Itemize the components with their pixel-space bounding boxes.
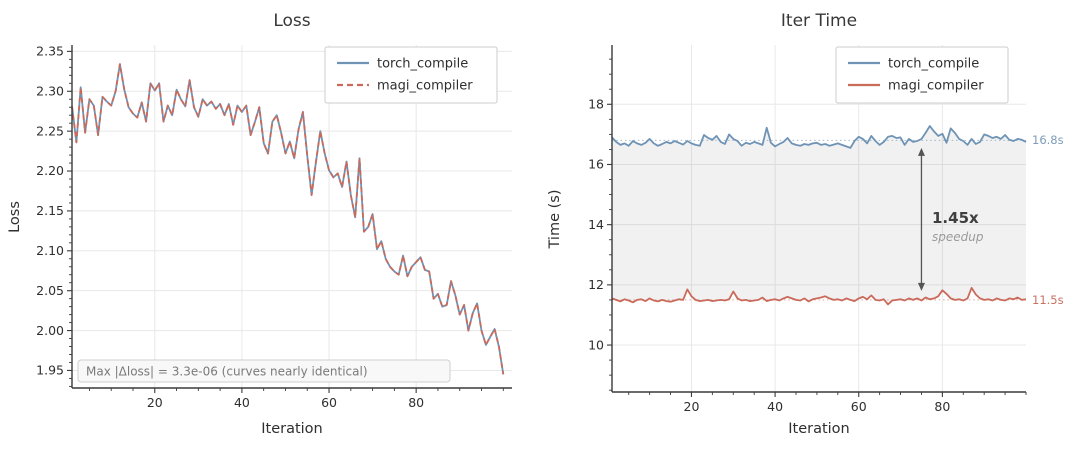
y-tick-label: 2.05: [36, 283, 64, 298]
x-tick-label: 40: [234, 395, 250, 410]
x-tick-label: 60: [851, 399, 867, 414]
y-tick-label: 1.95: [36, 363, 64, 378]
series-torch_compile: [611, 125, 1027, 149]
loss-x-axis-label: Iteration: [261, 421, 323, 437]
speedup-band: [612, 126, 1026, 305]
iter-time-plot-area: 20 40 60 80 10 12 14 16 18: [588, 45, 1027, 414]
loss-legend: torch_compile magi_compiler: [324, 46, 498, 104]
mean-label-torch: 16.8s: [1032, 133, 1064, 147]
legend-label-magi: magi_compiler: [888, 79, 984, 94]
y-tick-label: 2.00: [36, 323, 64, 338]
speedup-label: speedup: [932, 230, 984, 244]
speedup-annotation: 1.45x speedup: [932, 209, 984, 244]
loss-y-axis-label: Loss: [7, 201, 23, 233]
annotation-text: Max |Δloss| = 3.3e-06 (curves nearly ide…: [86, 365, 368, 379]
iter-time-chart: 20 40 60 80 10 12 14 16 18 Iter Time Iteration T…: [547, 11, 1064, 437]
iter-time-legend: torch_compile magi_compiler: [835, 46, 1009, 104]
series-magi_compiler: [611, 286, 1027, 306]
loss-chart: 20 40 60 80 1.95 2.00 2.05 2.10 2.15 2.20 2.25 2.30…: [7, 11, 512, 437]
iter-time-chart-title: Iter Time: [781, 11, 857, 31]
annotation-frame: [77, 359, 451, 383]
y-tick-label: 2.10: [36, 243, 64, 258]
iter-time-x-axis-label: Iteration: [788, 421, 850, 437]
legend-label-torch: torch_compile: [888, 57, 979, 72]
x-tick-label: 20: [147, 395, 163, 410]
speedup-value: 1.45x: [932, 209, 979, 227]
y-tick-label: 14: [588, 217, 604, 232]
x-tick-label: 40: [767, 399, 783, 414]
iter-time-y-axis-label: Time (s): [547, 190, 563, 250]
series-torch_compile: [71, 63, 505, 375]
y-tick-label: 2.20: [36, 163, 64, 178]
speedup-arrowhead-bottom: [917, 282, 925, 291]
series-magi_compiler: [71, 63, 505, 375]
x-tick-label: 80: [934, 399, 950, 414]
y-tick-label: 10: [588, 337, 604, 352]
legend-frame: [835, 46, 1009, 104]
loss-plot-area: 20 40 60 80 1.95 2.00 2.05 2.10 2.15 2.20 2.25 2.30…: [36, 44, 512, 410]
y-tick-label: 12: [588, 277, 604, 292]
x-tick-label: 20: [684, 399, 700, 414]
y-tick-label: 16: [588, 157, 604, 172]
y-tick-label: 2.15: [36, 203, 64, 218]
legend-label-magi: magi_compiler: [377, 79, 473, 94]
x-tick-label: 80: [408, 395, 424, 410]
y-tick-label: 2.30: [36, 83, 64, 98]
mean-label-magi: 11.5s: [1032, 293, 1064, 307]
loss-chart-title: Loss: [273, 11, 310, 31]
legend-label-torch: torch_compile: [377, 57, 468, 72]
y-tick-label: 2.25: [36, 123, 64, 138]
delta-loss-annotation: Max |Δloss| = 3.3e-06 (curves nearly ide…: [77, 359, 451, 383]
legend-frame: [324, 46, 498, 104]
speedup-arrowhead-top: [917, 147, 925, 156]
y-tick-label: 2.35: [36, 44, 64, 59]
y-tick-label: 18: [588, 96, 604, 111]
x-tick-label: 60: [321, 395, 337, 410]
